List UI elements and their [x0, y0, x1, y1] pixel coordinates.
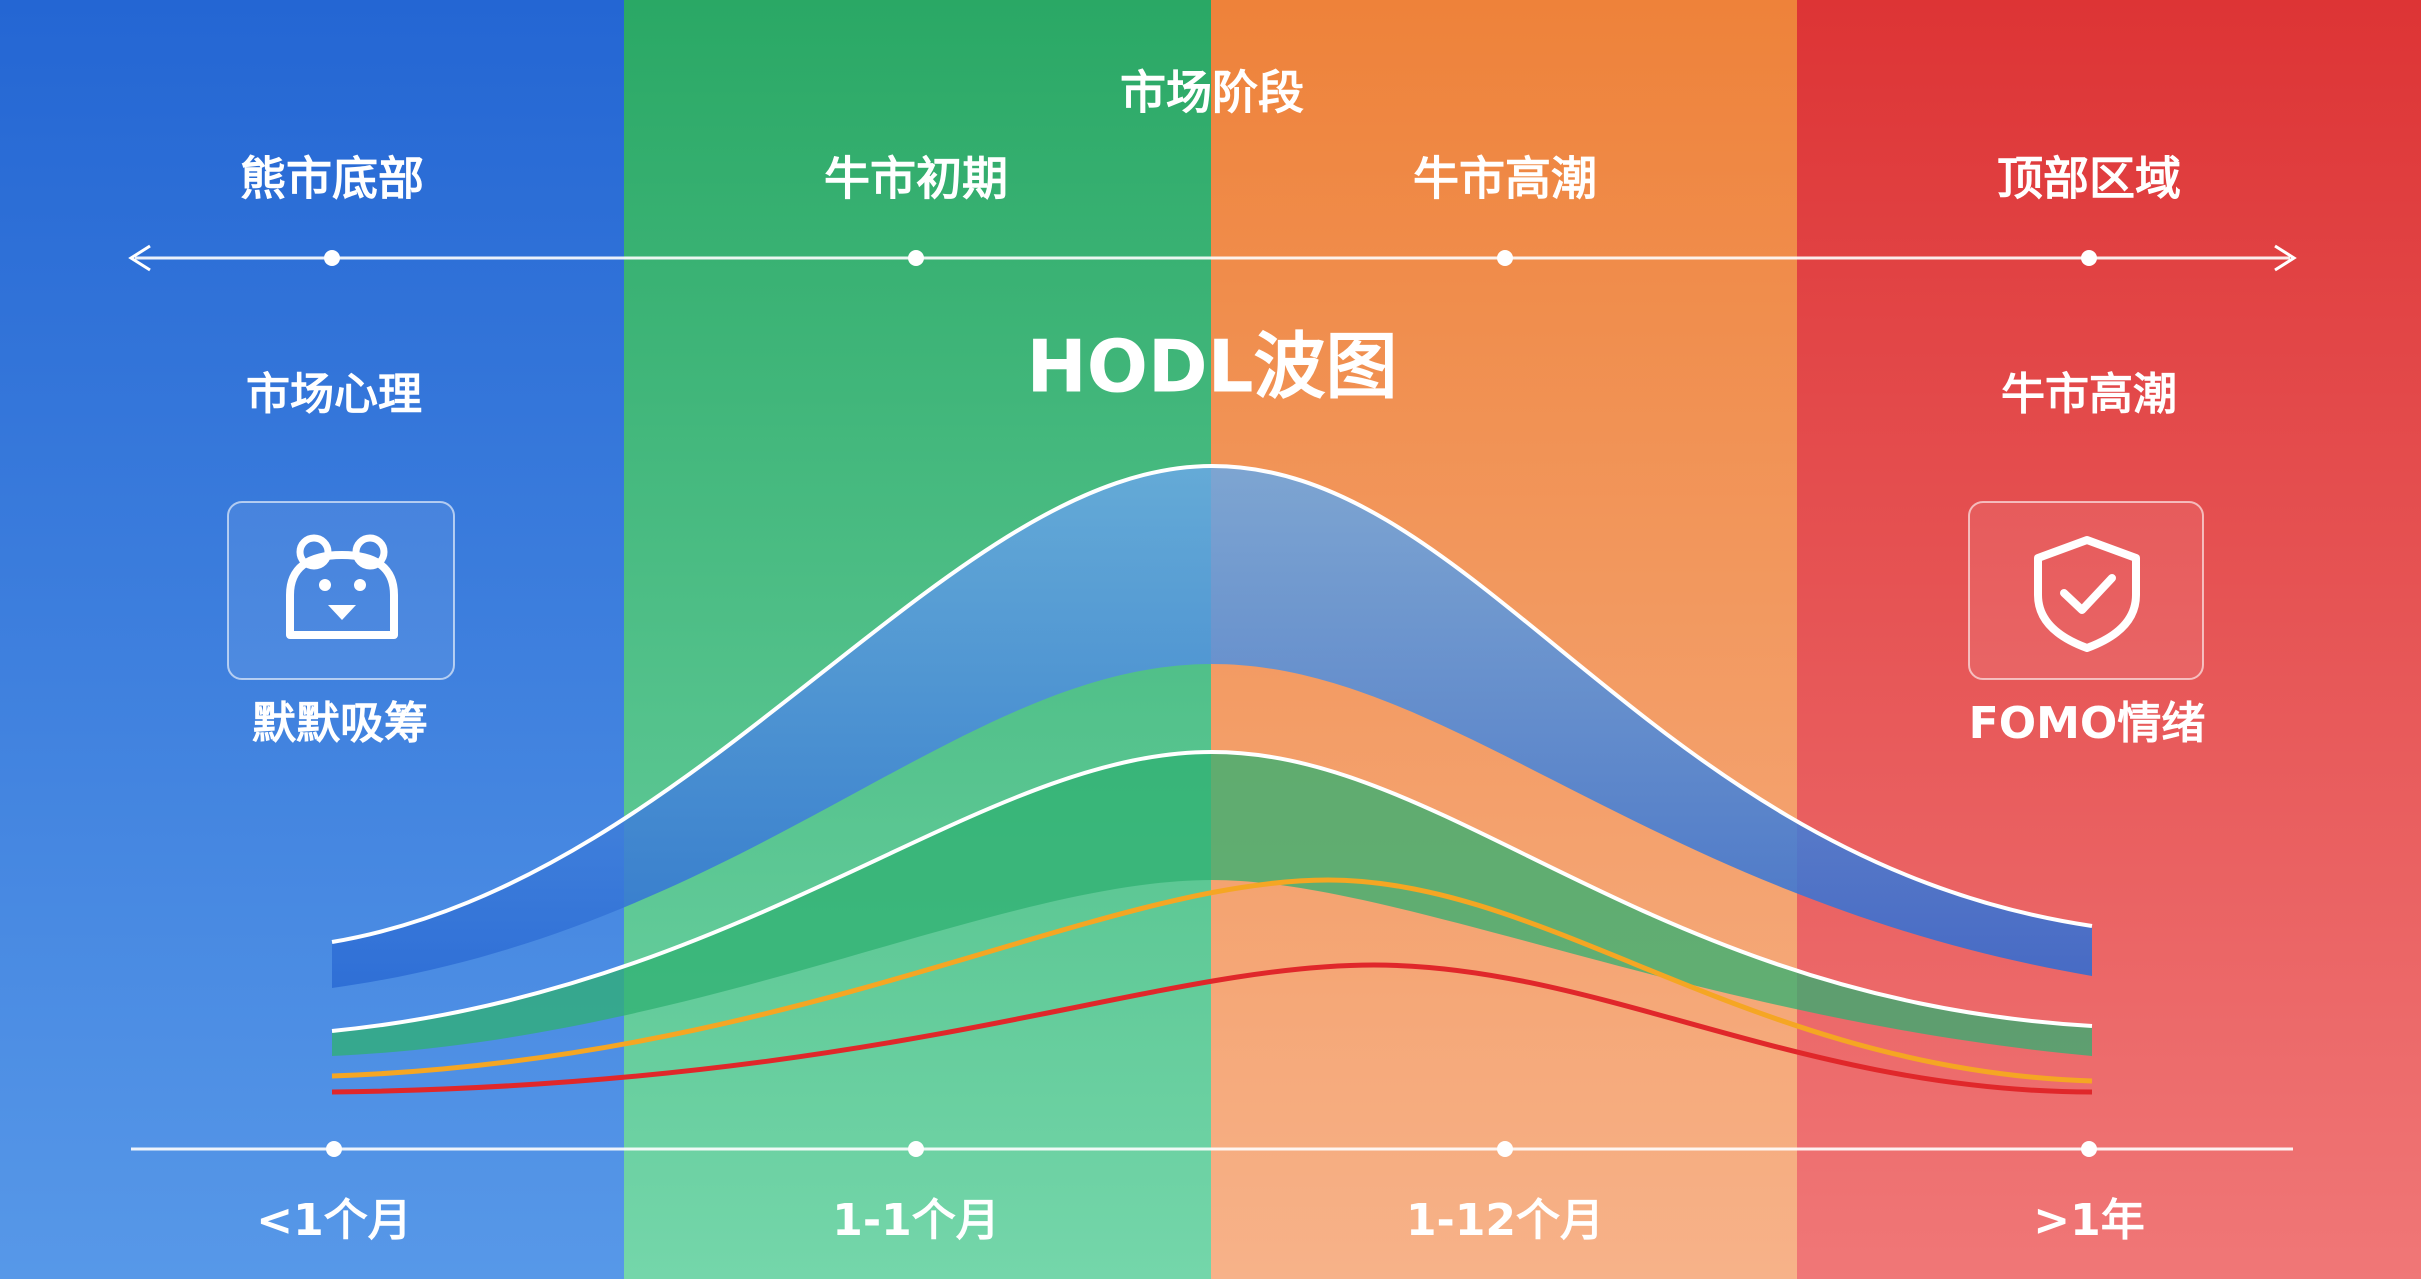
panel-caption: FOMO情绪 [1969, 698, 2206, 749]
shield-icon [1968, 501, 2204, 680]
stage-label: 牛市高潮 [1413, 152, 1597, 206]
wave-chart [331, 463, 2093, 1095]
age-label: 1-1个月 [832, 1195, 1000, 1246]
top-axis [128, 244, 2297, 272]
bottom-axis [131, 1141, 2293, 1157]
stage-label: 顶部区域 [1997, 152, 2181, 206]
panel-heading: 牛市高潮 [2001, 369, 2177, 420]
bear-icon [227, 501, 455, 680]
chart-title: HODL波图 [1026, 325, 1397, 409]
band-blue [0, 0, 624, 1279]
title: 市场阶段 [1120, 66, 1304, 120]
stage-label: 熊市底部 [240, 152, 424, 206]
panel-caption: 默默吸筹 [252, 698, 428, 749]
stage-label: 牛市初期 [824, 152, 1008, 206]
age-label: >1年 [2033, 1195, 2144, 1246]
age-label: 1-12个月 [1406, 1195, 1604, 1246]
age-label: <1个月 [256, 1195, 411, 1246]
panel-heading: 市场心理 [246, 369, 422, 420]
